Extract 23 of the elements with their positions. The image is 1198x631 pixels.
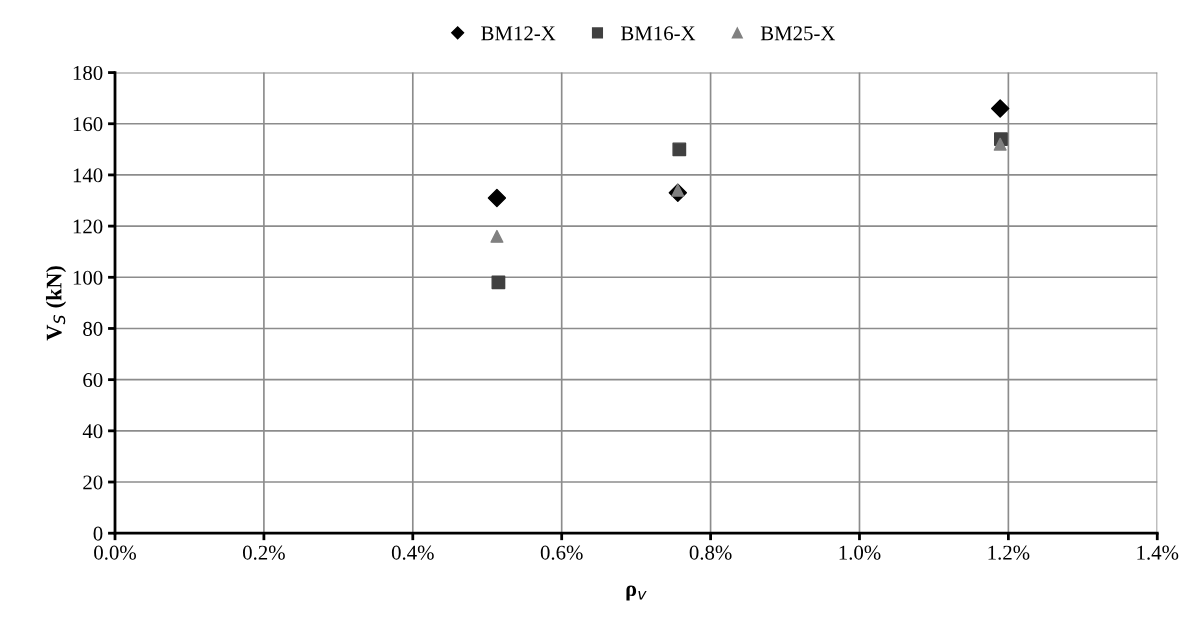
- legend-label: BM25-X: [760, 26, 836, 41]
- y-tick-label: 140: [73, 168, 103, 183]
- x-tick-label: 0.8%: [689, 545, 732, 560]
- x-tick-label: 0.2%: [243, 545, 285, 560]
- legend-label: BM16-X: [620, 26, 696, 41]
- y-tick-label: 160: [73, 117, 103, 132]
- x-tick-label: 0.0%: [94, 545, 136, 560]
- y-tick-label: 80: [83, 321, 103, 336]
- y-tick-label: 0: [93, 526, 103, 541]
- y-tick-label: 40: [82, 424, 103, 439]
- x-tick-label: 1.2%: [988, 545, 1030, 560]
- y-tick-label: 180: [73, 65, 103, 80]
- y-tick-label: 120: [73, 219, 103, 234]
- y-tick-label: 60: [83, 373, 103, 388]
- y-tick-label: 20: [83, 475, 103, 490]
- x-tick-label: 1.0%: [839, 545, 881, 560]
- x-tick-label: 0.4%: [391, 545, 434, 560]
- y-tick-label: 100: [73, 270, 103, 285]
- x-axis-title: ρ$_{v}$: [626, 585, 647, 601]
- y-axis-title: V$_{S}$ (kN): [45, 266, 67, 341]
- x-tick-label: 1.4%: [1137, 545, 1179, 560]
- legend-label: BM12-X: [481, 26, 556, 41]
- x-tick-label: 0.6%: [540, 545, 583, 560]
